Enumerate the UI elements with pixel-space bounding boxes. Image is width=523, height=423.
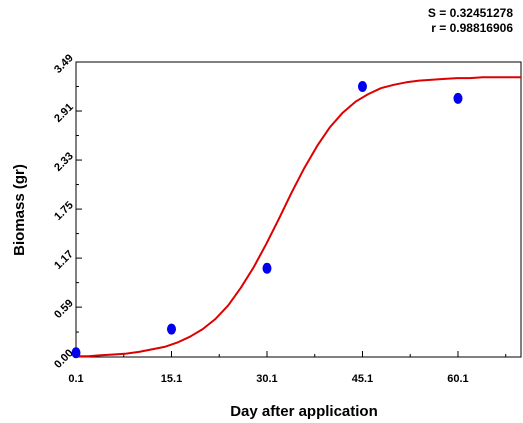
y-tick-label: 2.33 xyxy=(52,150,76,174)
fitted-curve xyxy=(75,76,521,358)
x-axis-label: Day after application xyxy=(230,403,378,420)
x-tick-label: 15.1 xyxy=(161,373,182,385)
x-tick-label: 0.1 xyxy=(68,373,83,385)
x-tick-label: 45.1 xyxy=(352,373,373,385)
x-tick-label: 60.1 xyxy=(447,373,468,385)
plot-border xyxy=(75,61,522,358)
plot-frame xyxy=(75,61,522,358)
fit-stat-s: S = 0.32451278 xyxy=(427,6,513,20)
data-point xyxy=(453,92,463,104)
data-point xyxy=(357,81,367,93)
y-tick-label: 1.17 xyxy=(52,248,76,272)
data-point xyxy=(71,347,81,359)
data-point xyxy=(262,262,272,274)
fitted-curve-layer xyxy=(75,76,521,358)
y-tick-label: 3.49 xyxy=(52,52,76,76)
y-axis-ticks: 0.000.591.171.752.332.913.49 xyxy=(52,52,82,371)
y-axis-label: Biomass (gr) xyxy=(11,164,28,256)
data-points-layer xyxy=(71,81,463,359)
y-tick-label: 2.91 xyxy=(52,101,76,125)
y-tick-label: 0.59 xyxy=(52,297,76,321)
y-tick-label: 1.75 xyxy=(52,199,76,223)
x-axis-ticks: 0.1 15.1 30.1 45.1 60.1 xyxy=(68,351,507,385)
fit-stat-r: r = 0.98816906 xyxy=(431,21,513,35)
x-tick-label: 30.1 xyxy=(256,373,277,385)
data-point xyxy=(166,323,176,335)
